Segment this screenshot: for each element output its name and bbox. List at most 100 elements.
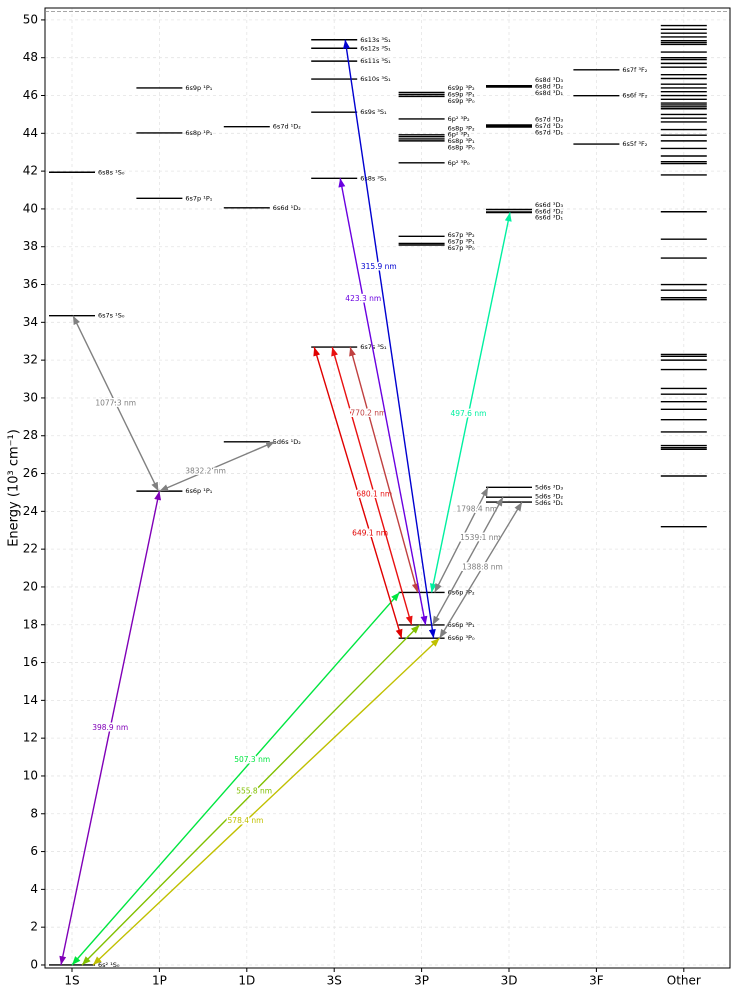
y-tick-label: 32 [23, 353, 38, 367]
y-tick-label: 38 [23, 239, 38, 253]
level-label: 6s5f ³F₂ [622, 140, 647, 148]
transition-label: 3832.2 nm [185, 466, 226, 475]
transition-label: 497.6 nm [450, 409, 486, 418]
y-tick-label: 16 [23, 655, 38, 669]
level-label: 6s6d ³D₁ [535, 214, 563, 222]
plot-frame [44, 7, 731, 969]
y-tick-label: 50 [23, 12, 38, 26]
level-label: 6s8d ³D₂ [535, 82, 563, 90]
transition-arrow [72, 315, 160, 492]
level-label: 6s7d ³D₁ [535, 128, 563, 136]
level-label: 6s8d ³D₁ [535, 89, 563, 97]
y-tick-label: 40 [23, 201, 38, 215]
level-label: 6s7s ¹S₀ [98, 312, 125, 320]
x-tick-label: 1S [64, 974, 79, 988]
y-tick-label: 14 [23, 693, 38, 707]
level-label: 6s6d ³D₃ [535, 201, 563, 209]
level-label: 6s6d ¹D₂ [273, 204, 301, 212]
y-tick-label: 24 [23, 504, 38, 518]
level-label: 6s7d ¹D₂ [273, 123, 301, 131]
y-tick-label: 28 [23, 428, 38, 442]
x-tick-label: 3P [414, 974, 429, 988]
level-label: 6s8p ³P₂ [448, 124, 475, 132]
level-label: 6s² ¹S₀ [98, 961, 120, 969]
level-label: 6s9s ³S₁ [360, 108, 387, 116]
y-tick-label: 30 [23, 390, 38, 404]
level-label: 6s8p ¹P₁ [185, 129, 212, 137]
level-label: 5d6s ¹D₂ [273, 438, 301, 446]
level-label: 6s7p ³P₂ [448, 231, 475, 239]
transition-arrow [439, 501, 523, 639]
y-tick-label: 36 [23, 277, 38, 291]
transition-label: 1388.8 nm [462, 562, 503, 571]
transition-label: 507.3 nm [234, 755, 270, 764]
y-tick-label: 4 [30, 882, 38, 896]
transition-label: 1798.4 nm [456, 504, 497, 513]
transition-label: 770.2 nm [350, 408, 386, 417]
y-tick-label: 2 [30, 920, 38, 934]
level-label: 6p² ³P₁ [448, 131, 470, 139]
level-label: 6s6p ³P₀ [448, 634, 475, 642]
y-tick-label: 46 [23, 88, 38, 102]
transition-arrow [343, 39, 436, 639]
y-tick-label: 20 [23, 579, 38, 593]
level-label: 5d6s ³D₃ [535, 483, 563, 491]
level-label: 6s9p ³P₂ [448, 84, 475, 92]
x-tick-label: 1D [238, 974, 255, 988]
x-tick-label: 3F [589, 974, 604, 988]
y-tick-label: 6 [30, 844, 38, 858]
x-tick-label: 3D [501, 974, 518, 988]
level-label: 6s8p ³P₁ [448, 137, 475, 145]
y-axis-label: Energy (10³ cm⁻¹) [7, 429, 22, 547]
transition-arrow [71, 591, 401, 966]
level-label: 5d6s ³D₁ [535, 499, 563, 507]
transition-arrow [159, 441, 276, 492]
transition-arrow [92, 637, 441, 966]
level-label: 6s8p ³P₀ [448, 143, 475, 151]
y-tick-label: 44 [23, 126, 38, 140]
y-tick-label: 10 [23, 768, 38, 782]
level-label: 6s6p ³P₁ [448, 621, 475, 629]
y-tick-label: 8 [30, 806, 38, 820]
level-label: 6s7d ³D₂ [535, 122, 563, 130]
level-label: 6s8d ³D₃ [535, 76, 563, 84]
y-tick-label: 26 [23, 466, 38, 480]
x-tick-label: Other [667, 974, 701, 988]
transition-label: 315.9 nm [361, 262, 397, 271]
level-label: 6s11s ³S₁ [360, 57, 391, 65]
level-label: 6s13s ³S₁ [360, 36, 391, 44]
level-label: 6s9p ³P₁ [448, 91, 475, 99]
x-tick-label: 1P [152, 974, 167, 988]
transition-label: 423.3 nm [345, 294, 381, 303]
level-label: 6s6f ³F₂ [622, 92, 647, 100]
y-tick-label: 18 [23, 617, 38, 631]
level-label: 6s7d ³D₃ [535, 116, 563, 124]
y-tick-label: 48 [23, 50, 38, 64]
level-label: 5d6s ³D₂ [535, 492, 563, 500]
y-tick-label: 34 [23, 315, 38, 329]
level-label: 6s9p ¹P₁ [185, 84, 212, 92]
y-tick-label: 42 [23, 164, 38, 178]
level-label: 6p² ³P₂ [448, 115, 470, 123]
transition-label: 578.4 nm [228, 816, 264, 825]
transition-label: 398.9 nm [92, 723, 128, 732]
level-label: 6s7p ¹P₁ [185, 194, 212, 202]
level-label: 6s8s ¹S₀ [98, 168, 125, 176]
y-tick-label: 22 [23, 542, 38, 556]
level-label: 6s12s ³S₁ [360, 44, 391, 52]
level-label: 6s6d ³D₂ [535, 207, 563, 215]
transition-label: 1077.3 nm [95, 398, 136, 407]
transition-arrow [349, 346, 419, 593]
level-label: 6s7f ³F₂ [622, 66, 647, 74]
level-label: 6s10s ³S₁ [360, 75, 391, 83]
transition-label: 555.8 nm [236, 787, 272, 796]
y-tick-label: 12 [23, 731, 38, 745]
transition-label: 649.1 nm [352, 528, 388, 537]
level-label: 6s8s ³S₁ [360, 174, 387, 182]
x-tick-label: 3S [327, 974, 342, 988]
level-label: 6s6p ¹P₁ [185, 487, 212, 495]
level-label: 6p² ³P₀ [448, 159, 470, 167]
transition-label: 680.1 nm [356, 489, 392, 498]
y-tick-label: 0 [30, 957, 38, 971]
